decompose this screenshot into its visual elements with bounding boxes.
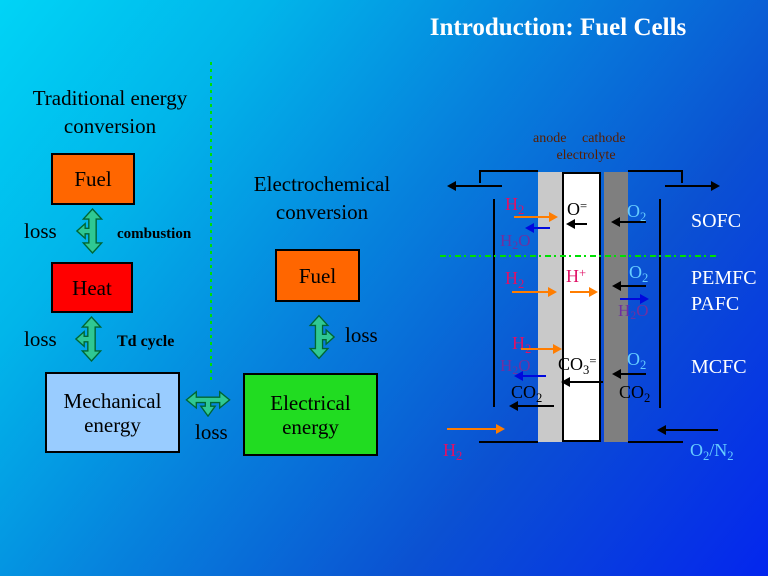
column-divider-dotted-line (210, 62, 212, 380)
h2-inlet-label: H2 (443, 440, 463, 463)
mcfc-carbonate-arrow (561, 377, 603, 387)
heat-box: Heat (51, 262, 133, 313)
loss-branch-arrow-fuel-electrical (308, 314, 335, 360)
loss-branch-arrow-fuel-heat (76, 207, 104, 255)
current-out-arrow-left (447, 181, 502, 191)
pemfc-h2o-label: H2O (618, 301, 649, 323)
pemfc-h2-label: H2 (505, 268, 525, 291)
slide-title: Introduction: Fuel Cells (429, 14, 687, 41)
mcfc-h2-arrow (521, 344, 562, 354)
pemfc-o2-arrow (612, 281, 646, 291)
mcfc-co2-anode-label: CO2 (511, 382, 543, 405)
channel-wall-right (659, 199, 661, 408)
mcfc-h2-label: H2 (512, 333, 531, 356)
electrochemical-heading: Electrochemical conversion (253, 172, 391, 224)
loss-branch-arrow-heat-mech (75, 315, 103, 363)
electrolyte-bar (562, 172, 601, 442)
loss-label-4: loss (345, 323, 378, 347)
mcfc-o2-arrow (612, 369, 646, 379)
pafc-name: PAFC (691, 293, 740, 315)
anode-label: anode (533, 131, 567, 146)
circuit-tick-left (479, 170, 481, 183)
circuit-line-top-right (628, 170, 683, 172)
circuit-line-top-left (479, 170, 538, 172)
sofc-h2o-arrow (525, 223, 550, 233)
sofc-name: SOFC (691, 210, 742, 232)
sofc-o2-label: O2 (627, 201, 647, 224)
channel-line-bottom-left (479, 441, 538, 443)
mechanical-energy-box: Mechanical energy (45, 372, 180, 453)
mcfc-o2-label: O2 (627, 349, 647, 372)
cathode-label: cathode (582, 131, 626, 146)
loss-label-3: loss (195, 420, 228, 444)
mcfc-co2-anode-arrow (509, 401, 554, 411)
section-divider-dashed-line (440, 255, 718, 257)
mcfc-h2o-arrow (514, 371, 546, 381)
pemfc-name: PEMFC (691, 267, 757, 289)
circuit-tick-right (681, 170, 683, 183)
sofc-h2o-label: H2O (500, 231, 531, 253)
air-inlet-label: O2/N2 (690, 440, 734, 463)
mcfc-co2-cathode-label: CO2 (619, 382, 651, 405)
loss-label-1: loss (24, 219, 57, 243)
mcfc-carbonate-label: CO3= (558, 354, 597, 377)
air-inlet-arrow (657, 425, 718, 435)
pemfc-h2o-arrow (620, 294, 649, 304)
current-out-arrow-right (665, 181, 720, 191)
sofc-oxide-ion-arrow (566, 219, 587, 229)
pemfc-h2-arrow (512, 287, 557, 297)
mcfc-name: MCFC (691, 356, 747, 378)
mcfc-h2o-label: H2O (500, 356, 531, 378)
fuel-box-traditional: Fuel (51, 153, 135, 205)
td-cycle-label: Td cycle (117, 333, 175, 350)
electrical-energy-box: Electrical energy (243, 373, 378, 456)
pemfc-o2-label: O2 (629, 262, 649, 285)
sofc-h2-arrow (514, 212, 558, 222)
pemfc-proton-label: H+ (566, 266, 587, 286)
sofc-h2-label: H2 (505, 194, 525, 217)
pemfc-proton-arrow (570, 287, 598, 297)
channel-wall-left (493, 199, 495, 407)
traditional-heading: Traditional energy conversion (32, 86, 188, 138)
loss-branch-arrow-mech-elec (185, 390, 231, 417)
loss-label-2: loss (24, 327, 57, 351)
electrolyte-label: electrolyte (556, 148, 616, 163)
combustion-label: combustion (117, 226, 192, 242)
fuel-box-electrochemical: Fuel (275, 249, 360, 302)
h2-inlet-arrow (447, 424, 505, 434)
sofc-o2-arrow (611, 217, 646, 227)
sofc-oxide-ion-label: O= (567, 199, 588, 219)
channel-line-bottom-right (628, 441, 683, 443)
